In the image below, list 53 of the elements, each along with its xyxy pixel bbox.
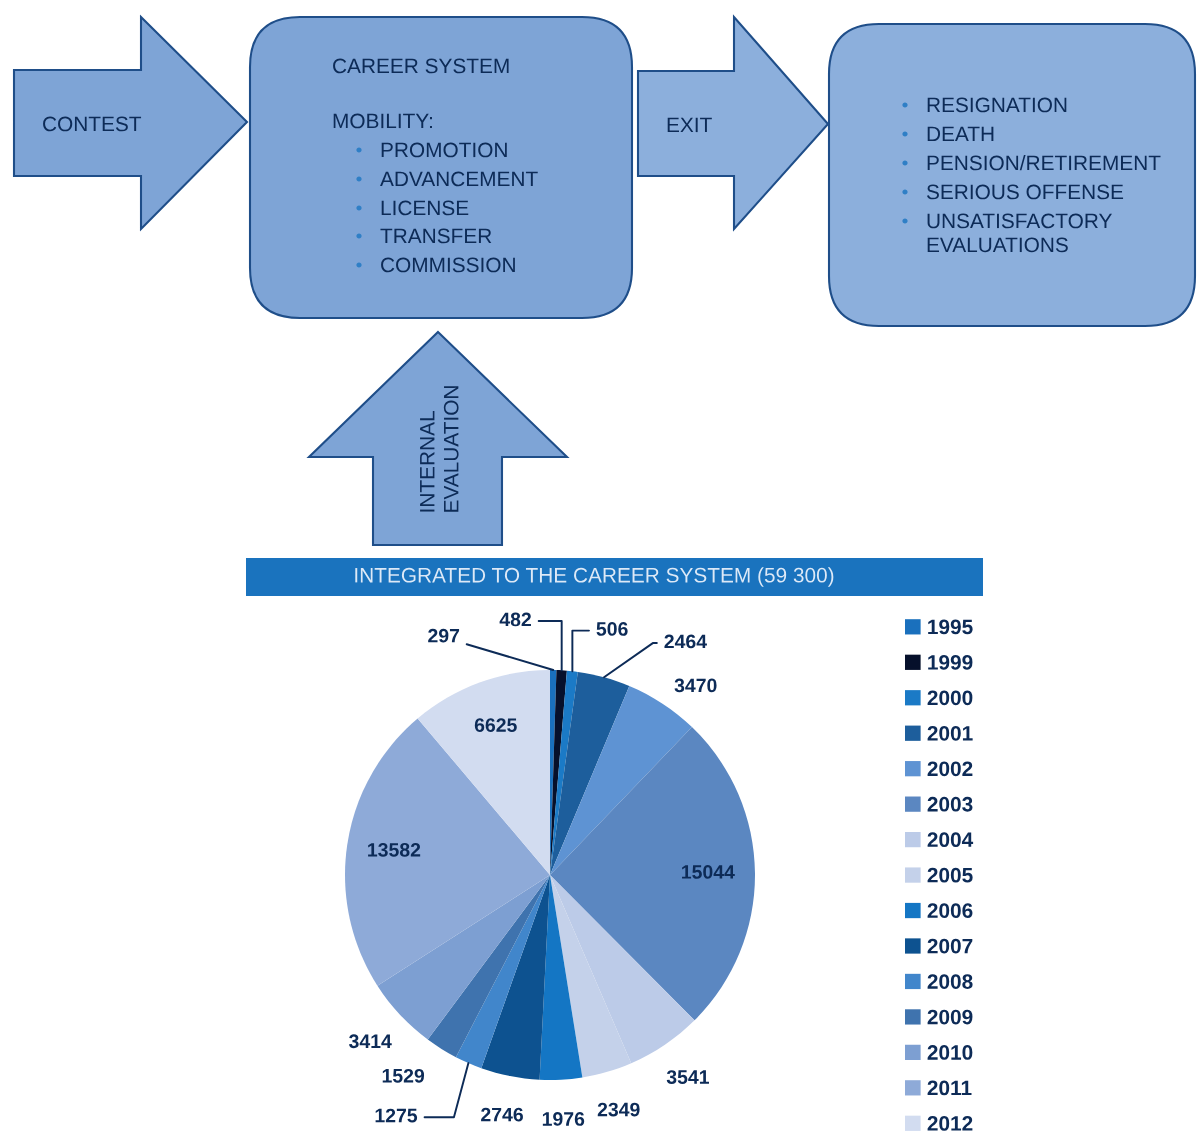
- legend-label: 2000: [927, 690, 973, 706]
- text: TRANSFER: [380, 228, 492, 244]
- legend-label: 1995: [928, 619, 973, 635]
- legend-label: 2006: [927, 903, 973, 918]
- pie-slice: [427, 875, 550, 1058]
- legend-label: 2003: [927, 796, 973, 812]
- text: CAREER SYSTEM: [333, 58, 509, 74]
- data-label: 1529: [382, 1068, 425, 1083]
- text: INTERNAL EVALUATION: [420, 386, 459, 512]
- data-label: 1976: [542, 1112, 585, 1126]
- pie-slice: [550, 727, 755, 1021]
- pie-slice: [550, 671, 630, 875]
- legend-label: 2005: [927, 867, 973, 883]
- data-label: 2349: [597, 1102, 640, 1117]
- chart-title: INTEGRATED TO THE CAREER SYSTEM (59 300): [355, 567, 834, 587]
- legend-label: 2001: [927, 725, 973, 741]
- data-label: 2746: [481, 1107, 523, 1122]
- data-label: 6625: [474, 718, 517, 732]
- text: UNSATISFACTORY EVALUATIONS: [927, 213, 1112, 253]
- legend-label: 2008: [927, 974, 973, 989]
- text: DEATH: [927, 126, 994, 142]
- pie-slice: [539, 875, 583, 1080]
- text: LICENSE: [381, 200, 469, 216]
- legend-label: 2011: [927, 1080, 972, 1096]
- legend-label: 2004: [927, 832, 974, 848]
- data-label: 3541: [666, 1070, 709, 1084]
- text: PROMOTION: [381, 142, 507, 158]
- legend-label: 2007: [927, 938, 973, 954]
- legend-label: 2009: [927, 1009, 973, 1025]
- data-label: 297: [428, 628, 460, 643]
- text: CONTEST: [43, 116, 142, 132]
- text: MOBILITY:: [333, 113, 432, 129]
- text: COMMISSION: [381, 257, 515, 273]
- data-label: 15044: [682, 865, 735, 879]
- legend-label: 1999: [928, 655, 973, 670]
- legend-label: 2012: [927, 1116, 973, 1131]
- data-label: 1275: [375, 1108, 418, 1123]
- data-label: 3414: [349, 1034, 392, 1049]
- legend-label: 2002: [927, 761, 973, 777]
- data-label: 506: [596, 622, 628, 636]
- pie-slice: [481, 875, 550, 1080]
- legend-label: 2010: [927, 1045, 973, 1060]
- text: RESIGNATION: [927, 97, 1067, 113]
- pie-slice: [455, 875, 550, 1069]
- text: EXIT: [667, 117, 712, 133]
- text: PENSION/RETIREMENT: [927, 155, 1161, 171]
- data-label: 13582: [368, 842, 421, 857]
- data-label: 3470: [674, 678, 717, 693]
- text: SERIOUS OFFENSE: [926, 184, 1124, 200]
- text: ADVANCEMENT: [380, 171, 538, 187]
- pie-slice: [345, 718, 550, 986]
- data-label: 482: [499, 612, 531, 627]
- data-label: 2464: [664, 634, 707, 649]
